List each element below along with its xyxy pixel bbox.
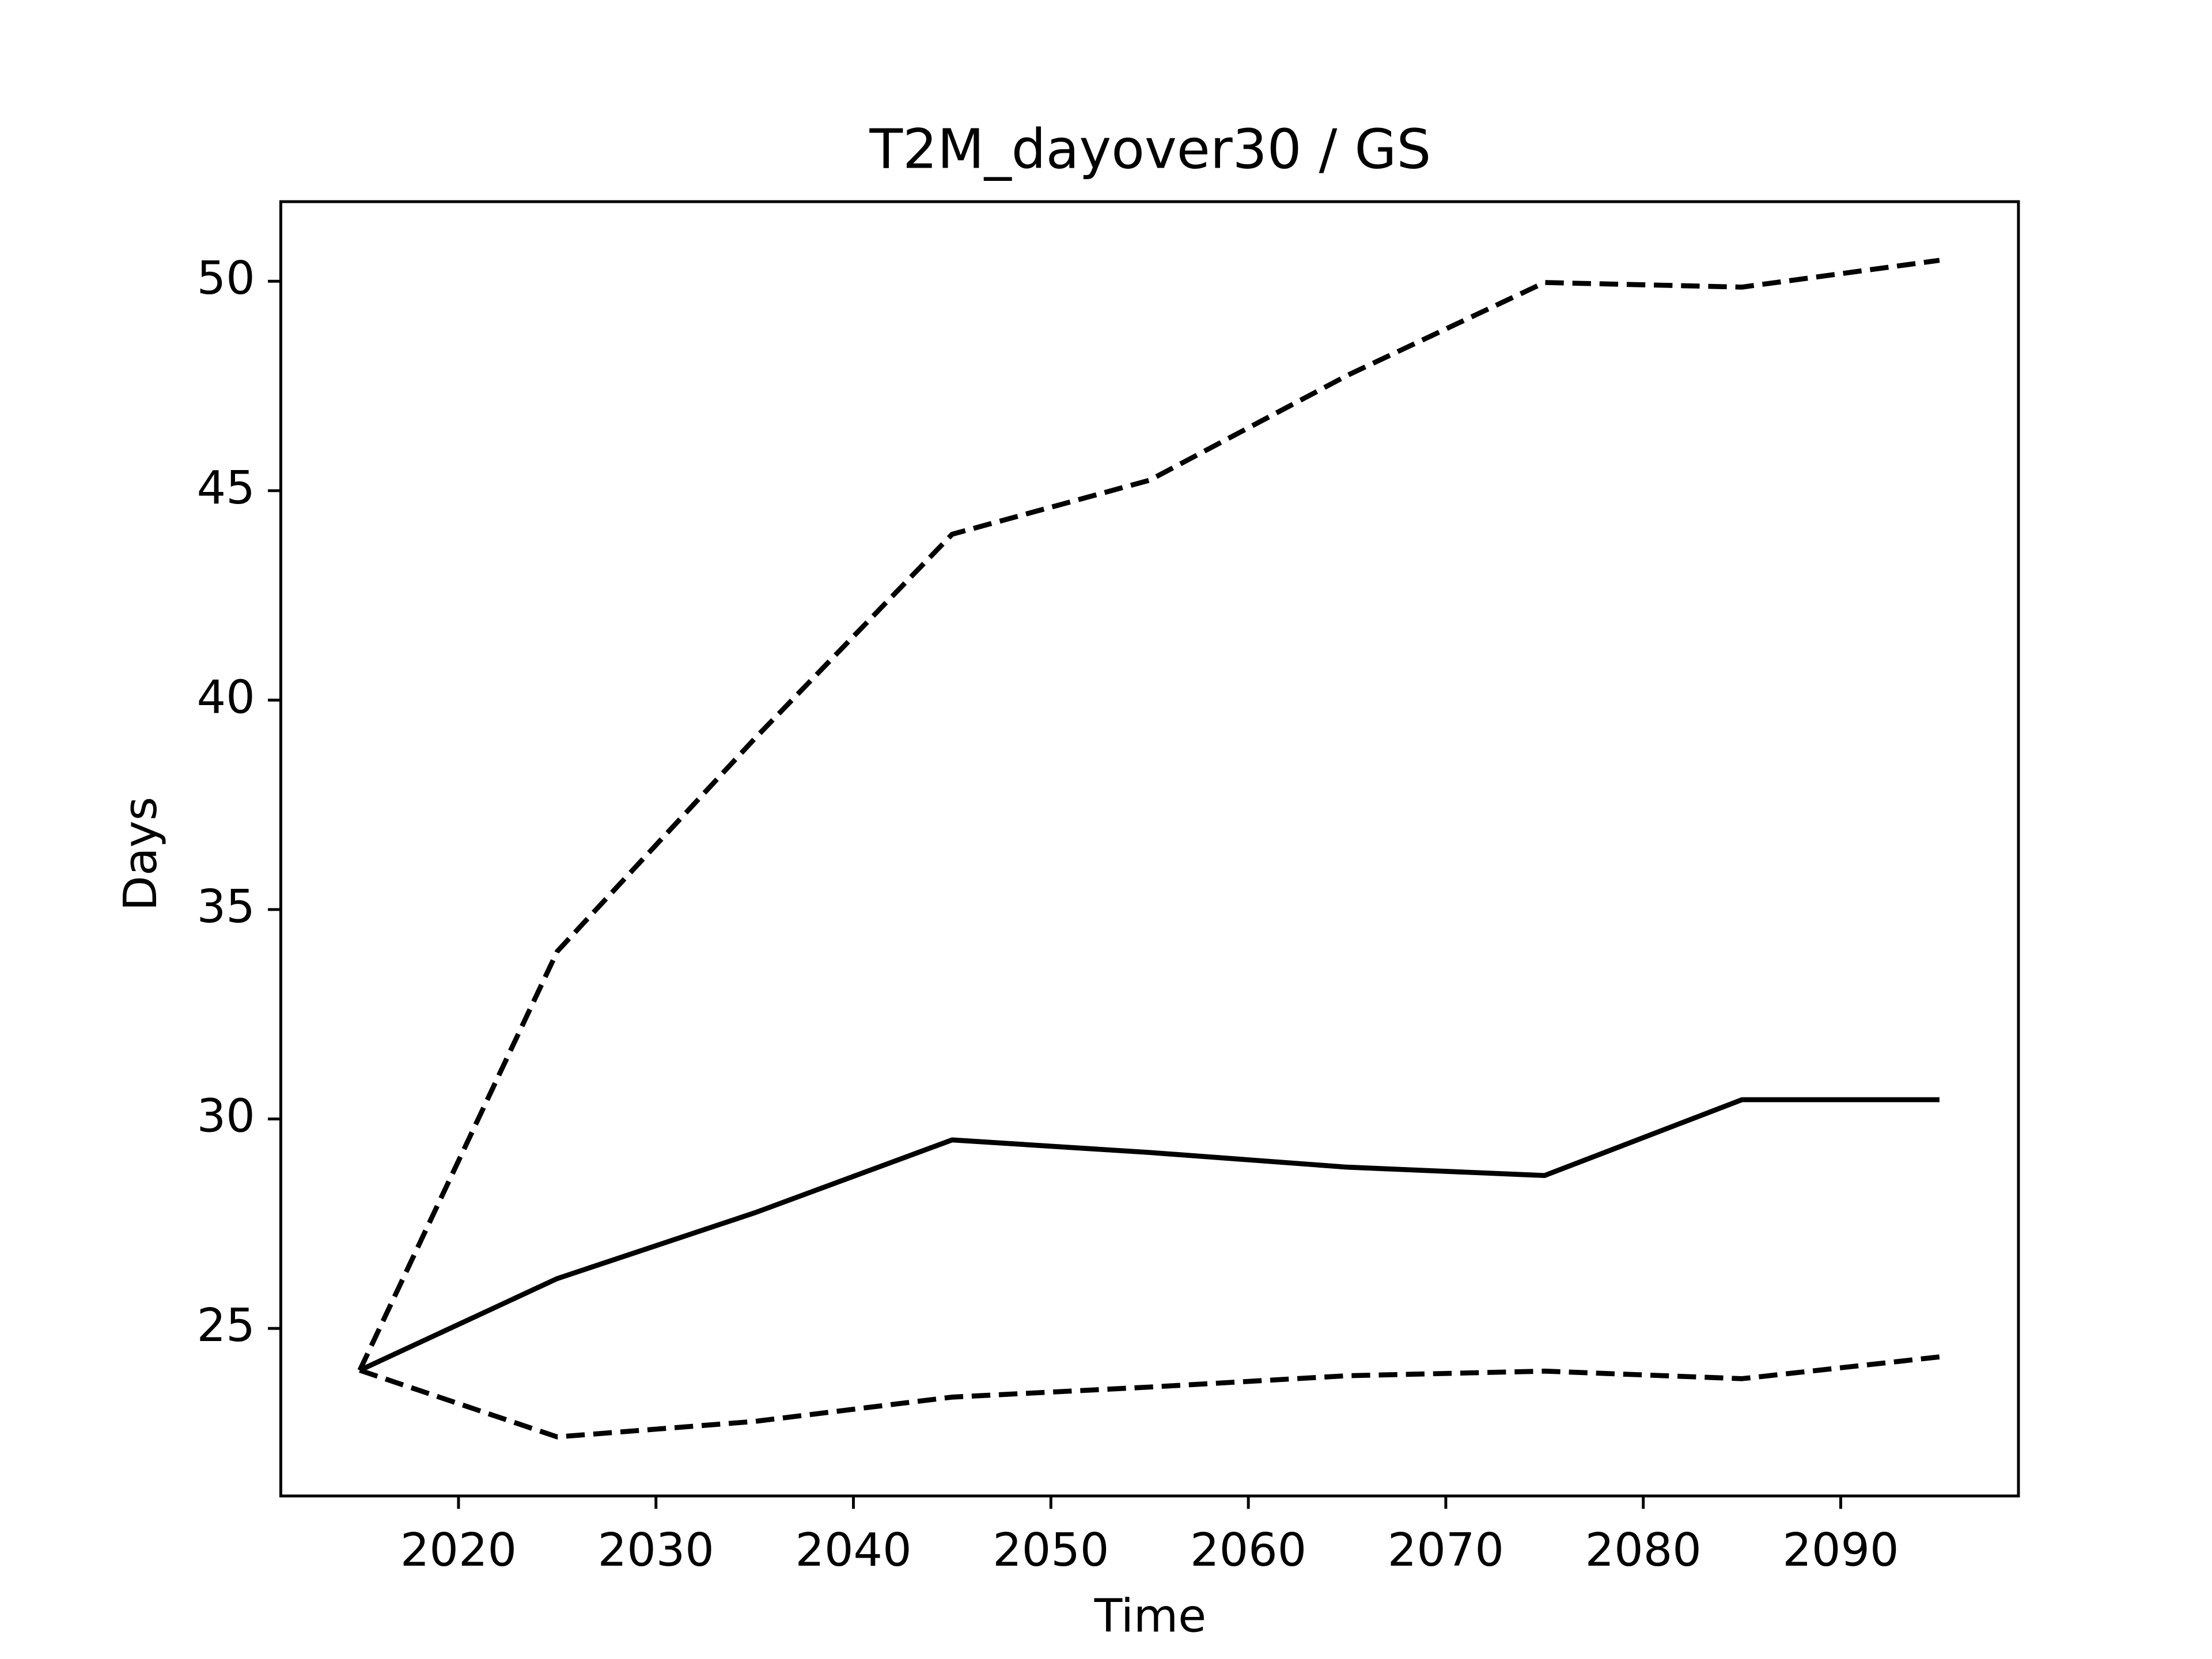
y-tick-label: 25 <box>197 1298 255 1352</box>
x-tick-label: 2070 <box>1388 1523 1504 1577</box>
y-tick-label: 35 <box>197 880 255 933</box>
y-tick-label: 40 <box>197 670 255 724</box>
chart-title: T2M_dayover30 / GS <box>869 118 1431 181</box>
y-tick-label: 30 <box>197 1089 255 1142</box>
x-tick-label: 2090 <box>1782 1523 1899 1577</box>
y-tick-label: 50 <box>197 251 255 305</box>
x-tick-label: 2050 <box>993 1523 1109 1577</box>
series-line <box>357 257 1940 1372</box>
x-tick-label: 2030 <box>598 1523 714 1577</box>
series-line <box>359 1354 1940 1440</box>
x-axis-label: Time <box>1094 1589 1206 1642</box>
x-tick-label: 2060 <box>1190 1523 1306 1577</box>
y-axis-label: Days <box>113 797 167 911</box>
x-tick-label: 2020 <box>400 1523 517 1577</box>
x-tick-label: 2040 <box>795 1523 911 1577</box>
x-tick-label: 2080 <box>1585 1523 1702 1577</box>
y-tick-label: 45 <box>197 461 255 514</box>
plot-frame <box>279 200 2020 1498</box>
series-line <box>358 1097 1940 1373</box>
